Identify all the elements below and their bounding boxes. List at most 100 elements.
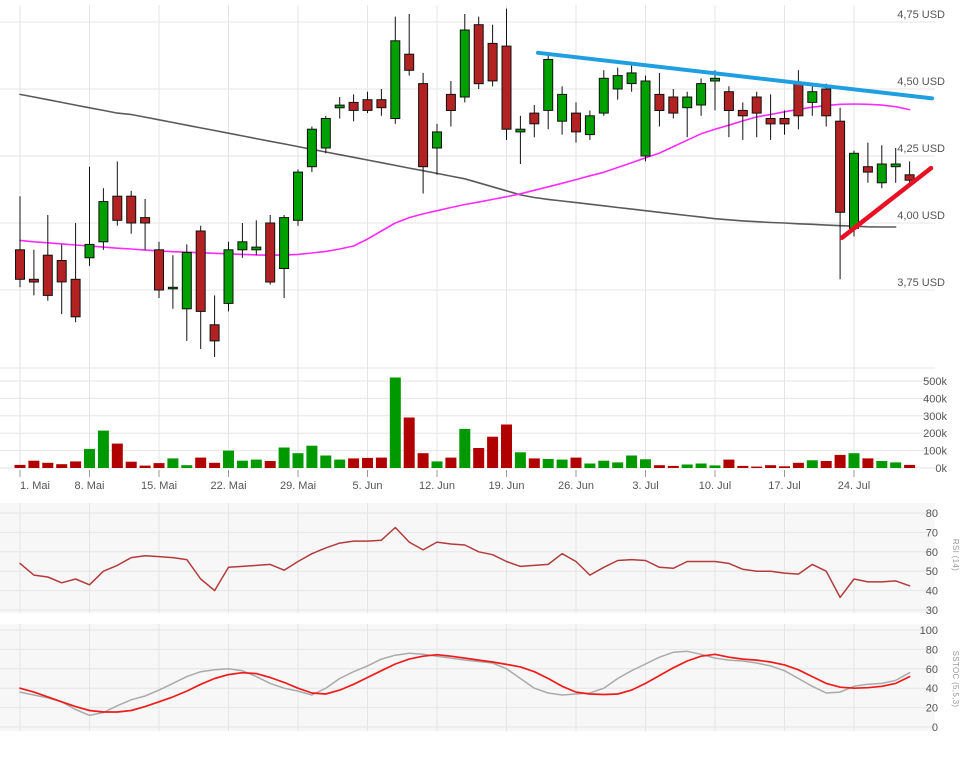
volume-bar-up [250,459,262,468]
volume-bar-down [362,457,373,468]
volume-bar-up [389,377,401,468]
rsi-axis-label: 60 [926,547,938,559]
volume-bar-up [890,462,902,468]
candle-down [418,83,429,168]
date-axis-label: 22. Mai [210,480,246,492]
candle-down [195,230,206,312]
candle-up [334,104,345,109]
candle-up [181,252,192,310]
price-axis-label: 3,75 USD [897,277,945,289]
rsi-axis-label: 40 [926,586,938,598]
volume-axis-label: 200k [923,428,947,440]
rsi-axis-label: 80 [926,508,938,520]
candle-down [529,112,540,125]
volume-bar-down [195,457,207,468]
candle-up [390,40,401,119]
volume-axis-label: 100k [923,446,947,458]
volume-bar-down [473,448,485,468]
volume-bar-down [487,436,499,468]
volume-bar-down [820,461,832,468]
candle-up [432,131,442,149]
volume-bar-up [640,459,651,468]
date-axis-label: 26. Jun [558,480,594,492]
price-axis-label: 4,75 USD [897,9,945,21]
volume-bar-down [904,464,916,468]
rsi-axis-label: 30 [926,605,938,617]
volume-bar-down [667,465,679,468]
volume-bar-down [28,460,40,468]
candle-down [668,96,679,114]
candle-up [890,163,901,168]
stochastic-panel-bg [0,624,935,731]
volume-bar-up [292,453,304,468]
trendline-support[interactable] [839,165,934,240]
candle-down [862,166,873,173]
candle-up [584,115,595,136]
volume-axis-label: 300k [923,411,947,423]
date-axis-label: 8. Mai [75,480,105,492]
trendline-resistance[interactable] [536,50,934,101]
candle-down [56,260,67,283]
candle-down [42,254,53,296]
candle-up [320,118,331,149]
candle-up [849,152,859,229]
candle-up [293,171,303,221]
stoch-panel-label: SSTOC (5,5,3) [951,651,960,708]
volume-bar-down [445,457,457,468]
candle-up [876,163,887,184]
candle-up [807,91,818,103]
volume-bar-down [834,454,846,468]
candle-up [251,246,262,251]
volume-bar-down [264,461,276,468]
rsi-axis-label: 50 [926,566,938,578]
candle-down [28,278,39,283]
stochastic-d-line [19,653,911,713]
candle-down [126,195,137,224]
volume-bar-down [779,466,790,468]
date-axis: 1. Mai 8. Mai 15. Mai 22. Mai 29. Mai 5. Jun 1… [19,470,870,492]
candle-up [612,75,623,90]
candle-down [404,53,415,71]
volume-bar-up [97,430,109,468]
volume-bar-down [751,466,763,468]
volume-bar-down [139,465,151,468]
candle-down [70,278,81,318]
candle-down [376,99,387,109]
candle-up [84,243,95,259]
date-axis-label: 12. Jun [419,480,455,492]
volume-bar-up [681,464,693,468]
volume-bar-down [765,465,777,468]
week-gridlines [19,5,855,731]
volume-bar-up [876,461,888,468]
volume-bar-up [848,453,860,468]
candle-down [779,118,790,125]
rsi-panel-label: RSI (14) [951,539,960,571]
volume-bar-up [584,463,596,468]
candle-up [98,201,109,243]
candle-up [459,29,470,98]
volume-bar-down [125,461,137,468]
volume-axis-label: 400k [923,393,947,405]
stochastic-grid: 100 80 60 40 20 0 [0,625,938,734]
volume-bar-down [792,462,804,468]
date-axis-label: 29. Mai [280,480,316,492]
volume-series [14,377,916,468]
candle-down [821,88,832,117]
volume-bar-up [695,463,707,468]
volume-bar-down [862,458,874,468]
volume-bar-down [42,462,54,468]
price-axis-label: 4,00 USD [897,210,945,222]
volume-bar-down [70,461,82,468]
ma-long-gray-line [19,93,897,228]
candle-down [654,93,665,112]
candle-up [237,241,248,251]
date-axis-label: 10. Jul [699,480,731,492]
candle-down [765,118,776,125]
volume-bar-down [375,457,387,468]
volume-bar-down [56,464,68,468]
volume-axis-label: 500k [923,376,947,388]
volume-bar-up [334,459,346,468]
volume-bar-up [514,452,526,468]
